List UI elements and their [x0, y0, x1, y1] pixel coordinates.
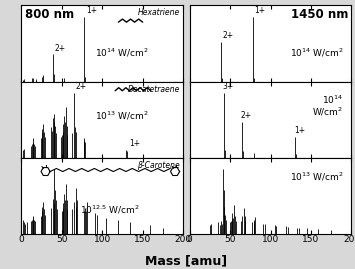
Text: 1+: 1+ — [86, 6, 97, 15]
Text: β-Carotene: β-Carotene — [137, 161, 180, 170]
Text: W/cm$^2$: W/cm$^2$ — [312, 106, 343, 118]
Text: 2+: 2+ — [223, 31, 234, 40]
Text: 2+: 2+ — [241, 111, 252, 120]
Text: 10$^{13}$ W/cm$^2$: 10$^{13}$ W/cm$^2$ — [290, 171, 343, 183]
Text: 1450 nm: 1450 nm — [291, 8, 348, 22]
Text: 10$^{13}$ W/cm$^2$: 10$^{13}$ W/cm$^2$ — [95, 110, 148, 122]
Text: 1+: 1+ — [129, 139, 140, 148]
Text: Decatetraene: Decatetraene — [127, 85, 180, 94]
Text: 3+: 3+ — [223, 82, 234, 91]
Text: 2+: 2+ — [54, 44, 66, 52]
Text: 10$^{12.5}$ W/cm$^2$: 10$^{12.5}$ W/cm$^2$ — [80, 203, 140, 216]
Text: 1+: 1+ — [294, 126, 305, 135]
Text: 10$^{14}$ W/cm$^2$: 10$^{14}$ W/cm$^2$ — [290, 47, 343, 59]
Text: 1+: 1+ — [254, 6, 266, 15]
Text: Mass [amu]: Mass [amu] — [145, 255, 228, 268]
Text: 10$^{14}$ W/cm$^2$: 10$^{14}$ W/cm$^2$ — [95, 47, 148, 59]
Text: 800 nm: 800 nm — [24, 8, 73, 22]
Text: Hexatriene: Hexatriene — [138, 8, 180, 17]
Text: 10$^{14}$: 10$^{14}$ — [322, 94, 343, 106]
Text: 2+: 2+ — [76, 82, 87, 91]
